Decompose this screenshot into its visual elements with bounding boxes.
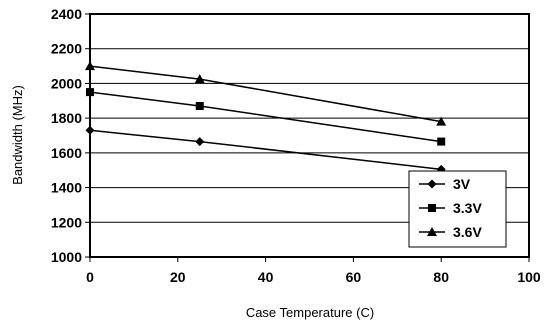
y-tick-label: 1000 <box>51 249 82 265</box>
y-tick-label: 2200 <box>51 41 82 57</box>
x-tick-label: 60 <box>346 269 362 285</box>
square-marker <box>86 88 94 97</box>
diamond-marker <box>85 125 95 135</box>
y-tick-label: 1600 <box>51 145 82 161</box>
x-tick-label: 20 <box>170 269 186 285</box>
legend-item: 3V <box>419 176 471 192</box>
x-tick-label: 40 <box>258 269 274 285</box>
series-line <box>89 129 442 171</box>
x-tick-label: 100 <box>517 269 541 285</box>
legend-label: 3.3V <box>453 200 482 216</box>
x-tick-label: 80 <box>433 269 449 285</box>
plot-frame <box>89 13 530 258</box>
series-line <box>89 91 442 143</box>
y-tick-label: 1400 <box>51 180 82 196</box>
diamond-legend-icon <box>427 179 437 189</box>
triangle-marker <box>436 116 447 126</box>
diamond-marker <box>195 137 205 147</box>
y-axis-label: Bandwidth (MHz) <box>10 85 25 185</box>
series-group <box>85 61 447 174</box>
series-line <box>89 65 442 123</box>
square-marker <box>437 137 446 146</box>
legend-item: 3.3V <box>419 200 482 216</box>
legend: 3V 3.3V 3.6V <box>408 170 507 248</box>
legend-label: 3.6V <box>453 224 482 240</box>
series-3-3v <box>86 88 446 146</box>
y-tick-label: 1200 <box>51 214 82 230</box>
triangle-marker <box>85 61 95 71</box>
series-3v <box>85 125 446 174</box>
y-tick-label: 2400 <box>51 6 82 22</box>
x-axis-label: Case Temperature (C) <box>246 305 374 320</box>
y-tick-label: 2000 <box>51 75 82 91</box>
series-3-6v <box>85 61 447 126</box>
legend-label: 3V <box>453 176 471 192</box>
y-tick-label: 1800 <box>51 110 82 126</box>
x-axis-ticks: 0 20 40 60 80 100 <box>86 257 541 285</box>
square-marker <box>195 101 204 110</box>
square-legend-icon <box>428 204 436 212</box>
triangle-marker <box>194 74 205 84</box>
y-axis-ticks: 1000 1200 1400 1600 1800 2000 2200 2400 <box>51 6 90 265</box>
x-tick-label: 0 <box>86 269 94 285</box>
legend-item: 3.6V <box>419 224 482 240</box>
triangle-legend-icon <box>427 227 437 236</box>
